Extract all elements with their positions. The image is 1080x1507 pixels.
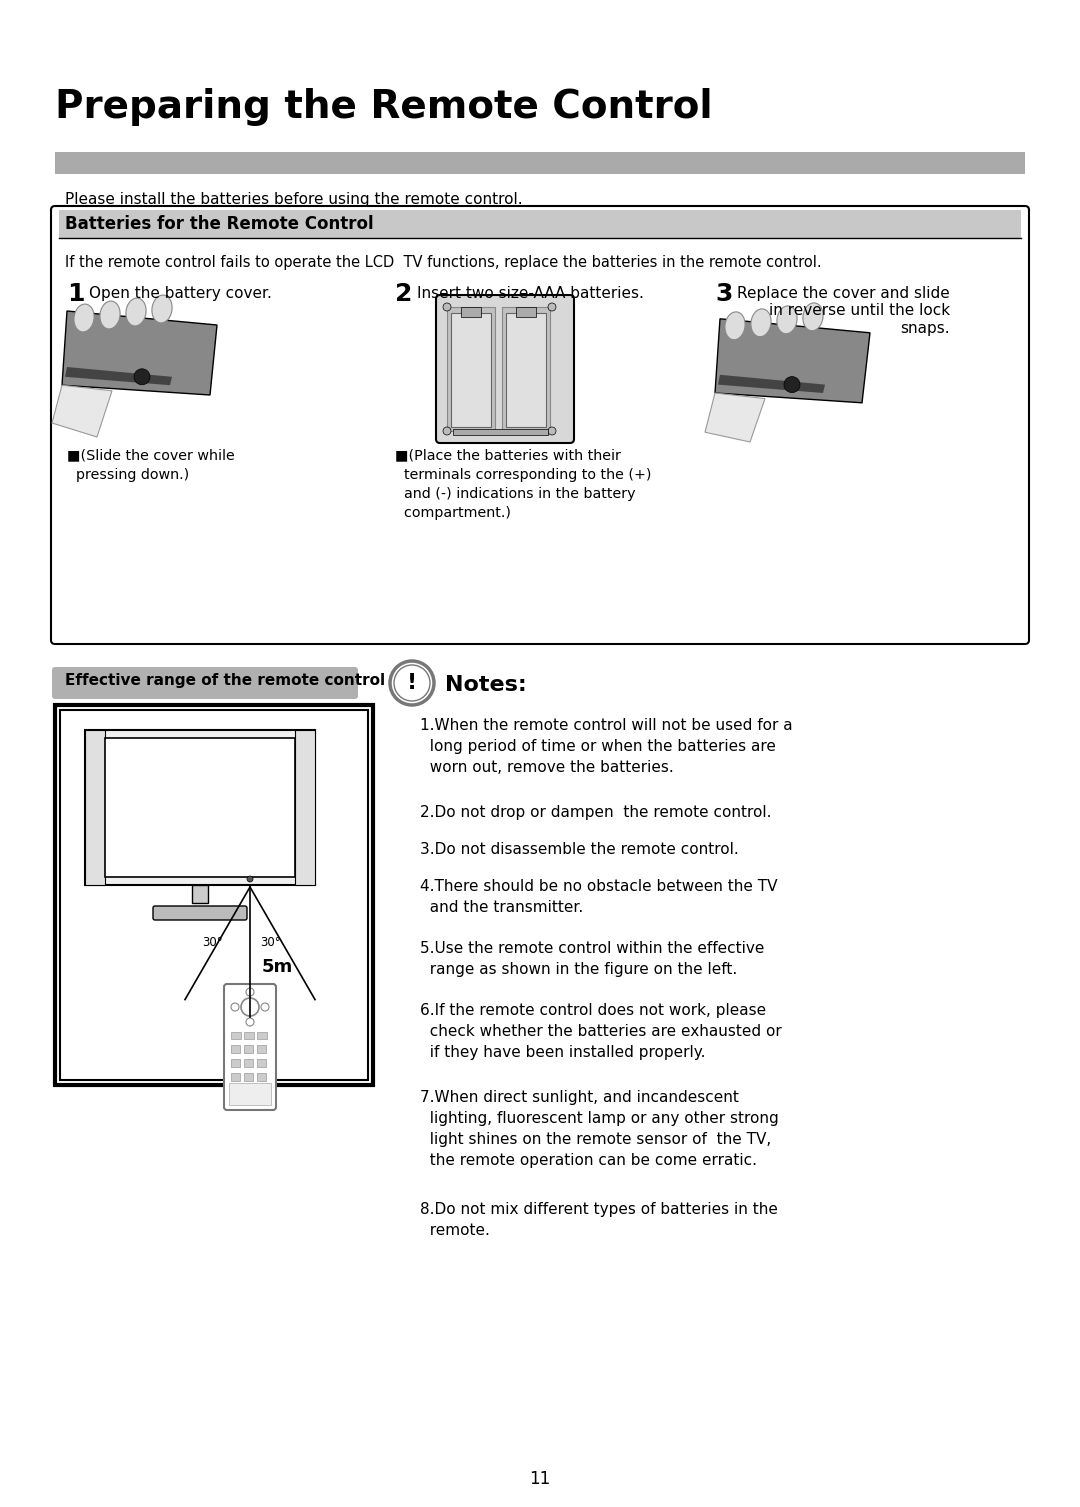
Ellipse shape bbox=[100, 301, 120, 329]
Circle shape bbox=[246, 989, 254, 996]
Bar bbox=[229, 1084, 271, 1105]
Bar bbox=[231, 1044, 240, 1053]
Bar bbox=[244, 1032, 254, 1038]
Bar bbox=[85, 729, 105, 885]
Bar bbox=[244, 1087, 253, 1096]
Polygon shape bbox=[705, 393, 765, 442]
Polygon shape bbox=[65, 368, 172, 386]
Ellipse shape bbox=[802, 303, 823, 330]
Bar bbox=[461, 307, 481, 316]
Polygon shape bbox=[715, 319, 870, 402]
Bar bbox=[507, 313, 546, 426]
Ellipse shape bbox=[126, 298, 146, 326]
Text: 3: 3 bbox=[715, 282, 732, 306]
Bar bbox=[257, 1044, 266, 1053]
FancyBboxPatch shape bbox=[52, 668, 357, 699]
Text: !: ! bbox=[407, 674, 417, 693]
Bar bbox=[451, 313, 491, 426]
Text: 30°: 30° bbox=[259, 936, 281, 948]
Bar bbox=[231, 1073, 240, 1081]
Text: 2.Do not drop or dampen  the remote control.: 2.Do not drop or dampen the remote contr… bbox=[420, 805, 771, 820]
Text: 8.Do not mix different types of batteries in the
  remote.: 8.Do not mix different types of batterie… bbox=[420, 1203, 778, 1237]
Text: Batteries for the Remote Control: Batteries for the Remote Control bbox=[65, 216, 374, 234]
Text: Open the battery cover.: Open the battery cover. bbox=[89, 286, 272, 301]
Text: 2: 2 bbox=[395, 282, 413, 306]
Ellipse shape bbox=[751, 309, 771, 336]
Ellipse shape bbox=[777, 306, 797, 333]
Bar bbox=[231, 1087, 240, 1096]
Text: 3.Do not disassemble the remote control.: 3.Do not disassemble the remote control. bbox=[420, 842, 739, 857]
Text: Replace the cover and slide
in reverse until the lock
snaps.: Replace the cover and slide in reverse u… bbox=[737, 286, 949, 336]
FancyBboxPatch shape bbox=[436, 295, 573, 443]
Text: 5m: 5m bbox=[262, 958, 294, 977]
Circle shape bbox=[443, 303, 451, 310]
Bar bbox=[55, 705, 373, 1085]
Circle shape bbox=[247, 876, 253, 882]
Text: 11: 11 bbox=[529, 1469, 551, 1487]
Bar bbox=[257, 1059, 266, 1067]
Text: ■(Slide the cover while
  pressing down.): ■(Slide the cover while pressing down.) bbox=[67, 448, 234, 482]
Text: Notes:: Notes: bbox=[445, 675, 527, 695]
Circle shape bbox=[261, 1004, 269, 1011]
Polygon shape bbox=[52, 386, 112, 437]
Bar bbox=[516, 307, 536, 316]
Bar bbox=[502, 307, 550, 431]
Circle shape bbox=[241, 998, 259, 1016]
Text: ■(Place the batteries with their
  terminals corresponding to the (+)
  and (-) : ■(Place the batteries with their termina… bbox=[395, 448, 651, 520]
Bar bbox=[231, 1059, 240, 1067]
Text: 1: 1 bbox=[67, 282, 84, 306]
Circle shape bbox=[784, 377, 800, 393]
FancyBboxPatch shape bbox=[224, 984, 276, 1111]
Bar bbox=[85, 729, 315, 885]
Bar bbox=[244, 1059, 253, 1067]
Circle shape bbox=[443, 426, 451, 436]
Text: 7.When direct sunlight, and incandescent
  lighting, fluorescent lamp or any oth: 7.When direct sunlight, and incandescent… bbox=[420, 1090, 779, 1168]
Circle shape bbox=[394, 665, 430, 701]
Bar bbox=[105, 738, 295, 877]
Bar bbox=[244, 1073, 253, 1081]
Bar bbox=[192, 885, 208, 903]
Bar bbox=[59, 209, 1021, 238]
Bar bbox=[257, 1087, 266, 1096]
Text: Effective range of the remote control: Effective range of the remote control bbox=[65, 674, 386, 689]
Bar bbox=[295, 729, 315, 885]
Bar bbox=[257, 1032, 267, 1038]
Bar bbox=[55, 152, 1025, 173]
Polygon shape bbox=[62, 310, 217, 395]
FancyBboxPatch shape bbox=[51, 206, 1029, 643]
Text: 5.Use the remote control within the effective
  range as shown in the figure on : 5.Use the remote control within the effe… bbox=[420, 940, 765, 977]
Bar bbox=[60, 710, 368, 1081]
Ellipse shape bbox=[152, 295, 172, 322]
Text: If the remote control fails to operate the LCD  TV functions, replace the batter: If the remote control fails to operate t… bbox=[65, 255, 822, 270]
FancyBboxPatch shape bbox=[153, 906, 247, 919]
Bar bbox=[244, 1044, 253, 1053]
Circle shape bbox=[231, 1004, 239, 1011]
Text: 30°: 30° bbox=[202, 936, 222, 948]
Circle shape bbox=[246, 1019, 254, 1026]
Text: 6.If the remote control does not work, please
  check whether the batteries are : 6.If the remote control does not work, p… bbox=[420, 1004, 782, 1059]
Bar bbox=[231, 1032, 241, 1038]
Bar bbox=[257, 1073, 266, 1081]
Bar bbox=[453, 429, 548, 436]
Text: 1.When the remote control will not be used for a
  long period of time or when t: 1.When the remote control will not be us… bbox=[420, 717, 793, 775]
Circle shape bbox=[390, 662, 434, 705]
Bar bbox=[447, 307, 495, 431]
Polygon shape bbox=[718, 375, 825, 393]
Circle shape bbox=[134, 369, 150, 384]
Ellipse shape bbox=[725, 312, 745, 339]
Text: Please install the batteries before using the remote control.: Please install the batteries before usin… bbox=[65, 191, 523, 206]
Text: Preparing the Remote Control: Preparing the Remote Control bbox=[55, 87, 713, 127]
Text: 4.There should be no obstacle between the TV
  and the transmitter.: 4.There should be no obstacle between th… bbox=[420, 879, 778, 915]
Circle shape bbox=[548, 426, 556, 436]
Text: Insert two size-AAA batteries.: Insert two size-AAA batteries. bbox=[417, 286, 644, 301]
Ellipse shape bbox=[73, 304, 94, 332]
Circle shape bbox=[548, 303, 556, 310]
